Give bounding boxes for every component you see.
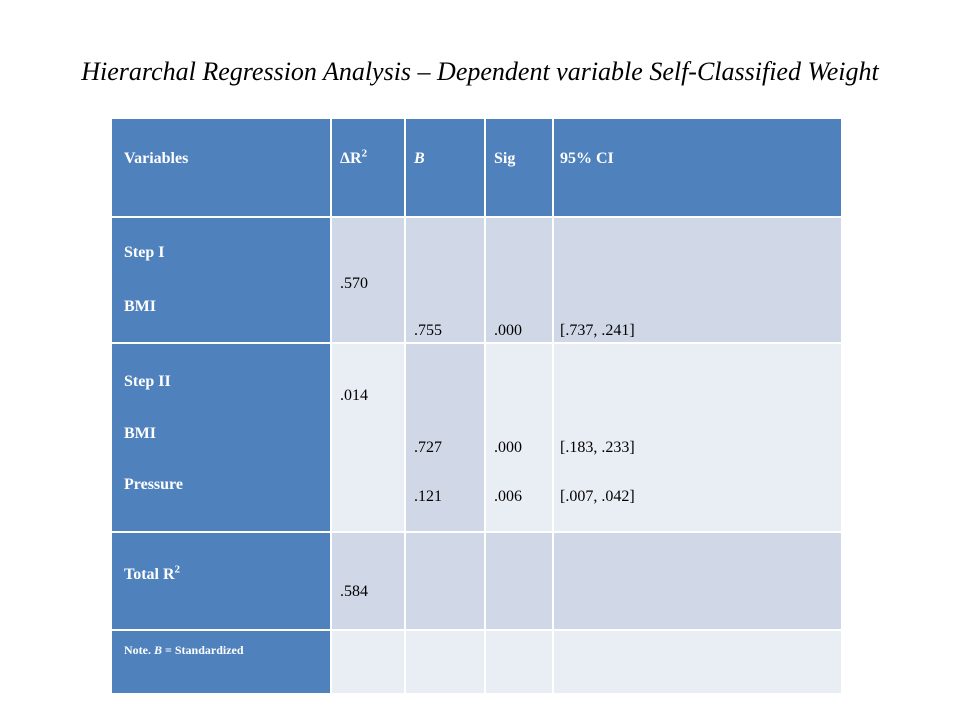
step2-ci1: [.183, .233] bbox=[560, 439, 635, 456]
regression-table: Variables ΔR2 B Sig 95% CI Step I BMI .5… bbox=[112, 119, 841, 693]
header-ci: 95% CI bbox=[554, 119, 841, 216]
total-b-cell bbox=[406, 533, 484, 629]
note-b-cell bbox=[406, 631, 484, 693]
header-b: B bbox=[406, 119, 484, 216]
header-delta-r2: ΔR2 bbox=[332, 119, 404, 216]
total-label-sup: 2 bbox=[174, 563, 181, 576]
step2-sig-cell: .000 .006 bbox=[486, 344, 552, 531]
note-delta-r2-cell bbox=[332, 631, 404, 693]
header-variables: Variables bbox=[112, 119, 330, 216]
step2-sig1: .000 bbox=[494, 439, 522, 456]
page-title: Hierarchal Regression Analysis – Depende… bbox=[81, 57, 879, 86]
step2-step-label: Step II bbox=[124, 373, 171, 390]
step1-label-cell: Step I BMI bbox=[112, 218, 330, 342]
header-variables-label: Variables bbox=[124, 150, 189, 167]
note-prefix: Note. bbox=[124, 643, 151, 657]
step1-ci-cell: [.737, .241] bbox=[554, 218, 841, 342]
step1-step-label: Step I bbox=[124, 244, 165, 261]
step1-sig-cell: .000 bbox=[486, 218, 552, 342]
note-label-cell: Note. B = Standardized bbox=[112, 631, 330, 693]
note-suffix: = Standardized bbox=[165, 643, 244, 657]
note-b: B bbox=[154, 643, 163, 657]
step2-var1-label: BMI bbox=[124, 425, 156, 442]
step1-b-cell: .755 bbox=[406, 218, 484, 342]
total-label-cell: Total R2 bbox=[112, 533, 330, 629]
step2-b1: .727 bbox=[414, 439, 442, 456]
total-sig-cell bbox=[486, 533, 552, 629]
step2-ci-cell: [.183, .233] [.007, .042] bbox=[554, 344, 841, 531]
total-ci-cell bbox=[554, 533, 841, 629]
step2-delta-r2-cell: .014 bbox=[332, 344, 404, 531]
header-b-label: B bbox=[414, 150, 425, 167]
step1-b: .755 bbox=[414, 322, 442, 339]
header-delta-r2-label: ΔR2 bbox=[340, 147, 368, 169]
header-ci-label: 95% CI bbox=[560, 150, 614, 167]
step2-delta-r2: .014 bbox=[340, 387, 368, 404]
total-label: Total R2 bbox=[124, 563, 181, 585]
header-delta-r2-text: ΔR bbox=[340, 150, 362, 167]
header-sig-label: Sig bbox=[494, 150, 516, 167]
step2-sig2: .006 bbox=[494, 488, 522, 505]
header-sig: Sig bbox=[486, 119, 552, 216]
step1-delta-r2: .570 bbox=[340, 275, 368, 292]
header-delta-r2-sup: 2 bbox=[361, 147, 368, 160]
step2-b-cell: .727 .121 bbox=[406, 344, 484, 531]
step2-ci2: [.007, .042] bbox=[560, 488, 635, 505]
total-label-text: Total R bbox=[124, 566, 175, 583]
total-value: .584 bbox=[340, 583, 368, 600]
note-label: Note. B = Standardized bbox=[124, 640, 244, 660]
step1-sig: .000 bbox=[494, 322, 522, 339]
note-ci-cell bbox=[554, 631, 841, 693]
total-value-cell: .584 bbox=[332, 533, 404, 629]
step1-delta-r2-cell: .570 bbox=[332, 218, 404, 342]
step2-b2: .121 bbox=[414, 488, 442, 505]
step1-ci: [.737, .241] bbox=[560, 322, 635, 339]
step2-label-cell: Step II BMI Pressure bbox=[112, 344, 330, 531]
step2-var2-label: Pressure bbox=[124, 476, 183, 493]
note-sig-cell bbox=[486, 631, 552, 693]
step1-var-label: BMI bbox=[124, 298, 156, 315]
